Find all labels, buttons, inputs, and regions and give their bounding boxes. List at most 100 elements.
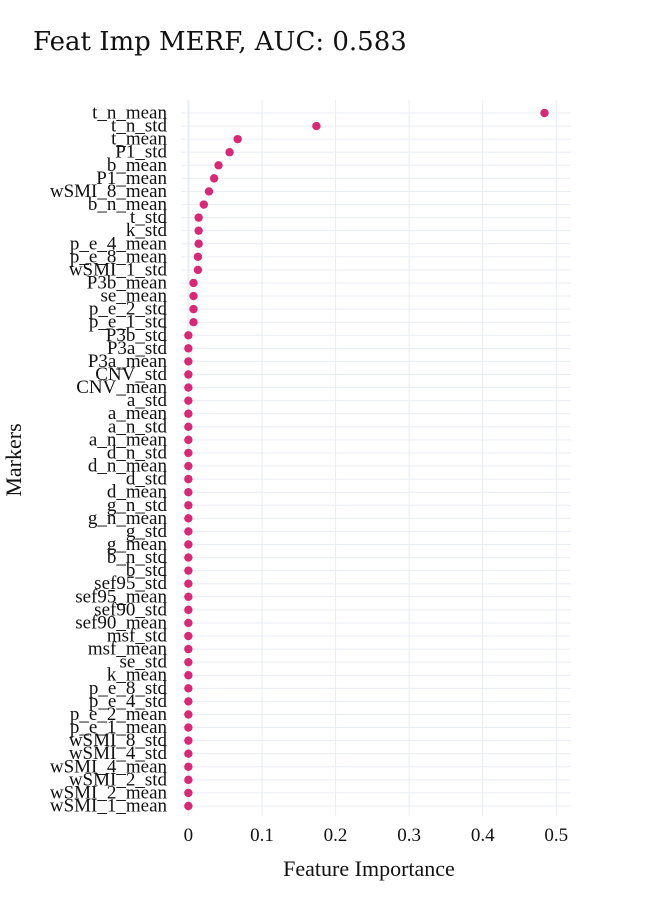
category-label: P3a_std [107,338,168,359]
category-label: b_n_std [107,547,168,568]
category-label: wSMI_2_mean [50,782,168,803]
category-label: b_std [126,560,168,581]
data-point [184,579,193,588]
category-label: d_std [126,469,168,490]
data-point [184,344,193,353]
data-point [184,762,193,771]
data-point [184,331,193,340]
data-point [184,553,193,562]
data-point [184,710,193,719]
category-label: wSMI_4_std [69,743,168,764]
data-point [184,697,193,706]
data-point [184,801,193,811]
data-point [184,422,193,432]
data-point [540,108,549,118]
data-point [312,121,321,131]
x-tick-label: 0.3 [397,825,421,846]
category-label: sef90_std [94,599,167,620]
category-label: a_mean [108,403,168,424]
data-point [184,435,193,445]
category-label: d_n_mean [88,456,168,477]
category-label: P3b_mean [87,272,168,293]
data-point [184,618,193,628]
data-point [184,671,193,680]
chart-title: Feat Imp MERF, AUC: 0.583 [33,27,407,57]
data-point [184,605,193,615]
data-point [193,252,203,262]
category-label: g_n_mean [88,508,168,529]
x-axis-title: Feature Importance [283,856,455,881]
x-tick-label: 0.1 [250,825,274,846]
data-point [199,200,209,209]
category-label: P3a_mean [88,351,168,372]
category-label: sef95_std [94,573,167,594]
category-label: d_mean [107,482,168,503]
category-label: wSMI_8_mean [50,181,168,202]
category-label: p_e_1_mean [70,717,168,738]
data-point [184,775,193,785]
data-point [184,631,193,641]
category-label: P3b_std [106,325,168,346]
category-label: p_e_1_std [89,312,168,333]
category-label: t_std [130,207,167,228]
category-label: t_n_mean [92,103,167,124]
data-point [184,788,193,798]
category-label: CNV_mean [76,377,167,398]
category-label: a_n_std [108,416,168,437]
category-label: p_e_8_mean [70,246,168,267]
data-point [184,501,193,510]
category-label: k_mean [107,665,168,686]
data-point [184,461,193,471]
data-point [184,736,193,745]
data-point [194,213,203,222]
data-point [184,514,193,523]
data-point [184,474,193,484]
category-label: wSMI_2_std [69,769,168,790]
data-points [184,108,549,811]
category-label: sef90_mean [75,612,167,633]
category-labels: t_n_meant_n_stdt_meanP1_stdb_meanP1_mean… [50,103,168,817]
category-label: p_e_8_std [89,678,168,699]
data-point [193,265,203,275]
category-label: t_n_std [111,116,167,137]
data-point [194,226,203,235]
category-label: P1_std [115,142,167,163]
category-label: se_mean [101,286,168,307]
data-point [189,291,198,301]
category-label: wSMI_8_std [69,730,168,751]
category-label: p_e_2_mean [70,704,168,725]
data-point [184,396,193,405]
data-point [214,161,223,170]
category-label: p_e_4_mean [70,233,168,254]
category-label: a_std [127,390,168,411]
category-label: msf_mean [88,639,168,660]
data-point [184,566,193,575]
category-label: b_mean [107,155,168,176]
data-point [225,148,234,157]
data-point [189,304,198,314]
data-point [184,723,193,732]
data-point [184,370,193,379]
category-label: wSMI_1_std [69,259,168,280]
category-label: a_n_mean [89,429,168,450]
category-label: g_n_std [107,495,168,516]
data-point [184,749,193,758]
data-point [189,318,198,327]
data-point [184,644,193,654]
category-label: p_e_2_std [89,299,168,320]
data-point [233,134,242,144]
data-point [209,174,219,183]
category-label: wSMI_1_mean [50,796,168,817]
y-gridlines [181,112,571,807]
data-point [184,448,193,458]
category-label: CNV_std [95,364,167,385]
y-axis-title: Markers [1,423,26,496]
category-label: g_std [126,521,168,542]
data-point [194,239,203,248]
category-label: sef95_mean [75,586,167,607]
category-label: se_std [120,652,168,673]
x-tick-labels: 0 0.1 0.2 0.3 0.4 0.5 [184,825,569,846]
data-point [204,187,214,196]
category-label: b_n_mean [88,194,168,215]
data-point [189,278,198,288]
